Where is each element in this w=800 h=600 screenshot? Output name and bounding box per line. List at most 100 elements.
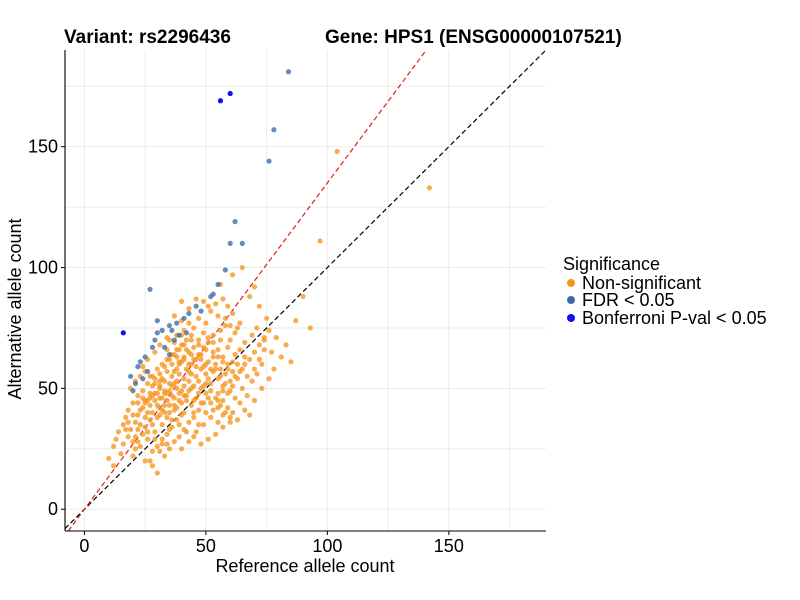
data-point-non-significant [242,361,248,367]
data-point-non-significant [135,412,141,418]
data-point-non-significant [244,373,250,379]
data-point-non-significant [220,383,226,389]
x-tick-label: 50 [196,536,216,556]
data-point-non-significant [259,385,265,391]
data-point-non-significant [162,402,168,408]
data-point-non-significant [208,308,214,314]
data-point-non-significant [157,412,163,418]
data-point-non-significant [179,388,185,394]
data-point-non-significant [164,390,170,396]
data-point-fdr-0-05 [154,330,160,336]
data-point-non-significant [196,378,202,384]
data-point-non-significant [157,378,163,384]
data-point-non-significant [181,356,187,362]
data-point-non-significant [164,335,170,341]
data-point-non-significant [203,361,209,367]
data-point-non-significant [137,422,143,428]
data-point-non-significant [125,434,131,440]
data-point-non-significant [166,426,173,433]
data-point-non-significant [230,359,236,365]
data-point-non-significant [169,393,175,399]
data-point-non-significant [200,383,207,389]
data-point-non-significant [225,344,231,350]
data-point-non-significant [225,361,231,367]
data-point-non-significant [176,422,182,428]
data-point-non-significant [181,383,187,389]
data-point-non-significant [169,383,175,389]
data-point-non-significant [157,342,163,348]
data-point-non-significant [242,407,248,413]
data-point-fdr-0-05 [232,219,238,225]
data-point-non-significant [271,366,277,372]
data-point-non-significant [186,388,192,394]
data-point-fdr-0-05 [222,267,228,273]
data-point-non-significant [273,335,279,341]
x-tick-label: 100 [312,536,342,556]
axes [64,50,546,532]
y-axis-title: Alternative allele count [5,218,25,399]
data-point-non-significant [242,354,248,360]
data-point-non-significant [230,383,236,389]
data-point-non-significant [188,332,194,338]
data-point-non-significant [215,354,221,360]
data-point-non-significant [196,337,202,343]
data-point-non-significant [426,185,432,191]
data-point-bonferroni-p-val-0-05 [120,330,126,336]
data-point-fdr-0-05 [140,376,146,382]
data-point-non-significant [140,388,146,394]
data-point-non-significant [183,337,190,343]
data-point-fdr-0-05 [174,320,180,326]
data-point-fdr-0-05 [227,240,233,246]
data-point-non-significant [247,412,253,418]
data-point-non-significant [179,298,185,304]
data-point-non-significant [222,322,228,329]
data-point-non-significant [147,373,153,379]
data-point-non-significant [251,397,258,404]
data-point-non-significant [217,327,224,333]
data-point-non-significant [210,368,216,375]
data-point-non-significant [188,351,194,358]
data-point-non-significant [157,385,163,391]
data-point-non-significant [144,429,151,435]
data-point-non-significant [162,364,168,370]
data-point-non-significant [230,272,236,278]
data-point-non-significant [208,400,214,406]
data-point-non-significant [215,397,221,404]
data-point-non-significant [186,438,192,445]
data-point-non-significant [132,434,139,440]
data-point-non-significant [244,393,250,399]
data-point-non-significant [203,320,209,326]
data-point-non-significant [157,448,163,454]
data-point-non-significant [130,412,136,418]
data-point-non-significant [227,337,233,343]
data-point-non-significant [142,414,148,420]
data-point-non-significant [230,310,236,317]
data-point-non-significant [232,373,238,379]
data-point-non-significant [203,371,209,377]
data-point-non-significant [186,419,192,425]
data-point-non-significant [196,422,202,428]
data-point-non-significant [174,385,180,391]
data-point-non-significant [232,330,238,336]
data-point-non-significant [256,342,262,348]
data-point-non-significant [191,397,197,404]
data-point-non-significant [249,378,255,384]
data-point-non-significant [188,402,194,408]
data-point-non-significant [125,419,131,425]
data-point-non-significant [205,335,211,341]
data-point-non-significant [220,412,226,418]
data-point-non-significant [317,238,323,244]
data-point-non-significant [210,407,216,413]
data-point-non-significant [196,351,202,358]
data-point-non-significant [191,414,197,420]
data-point-non-significant [115,429,122,435]
data-point-non-significant [220,359,226,365]
data-point-non-significant [264,315,270,321]
data-point-non-significant [205,395,211,401]
data-point-non-significant [154,443,160,450]
y-tick-label: 150 [28,137,58,157]
data-point-non-significant [144,380,151,387]
data-point-non-significant [220,424,226,430]
data-point-non-significant [254,371,260,377]
